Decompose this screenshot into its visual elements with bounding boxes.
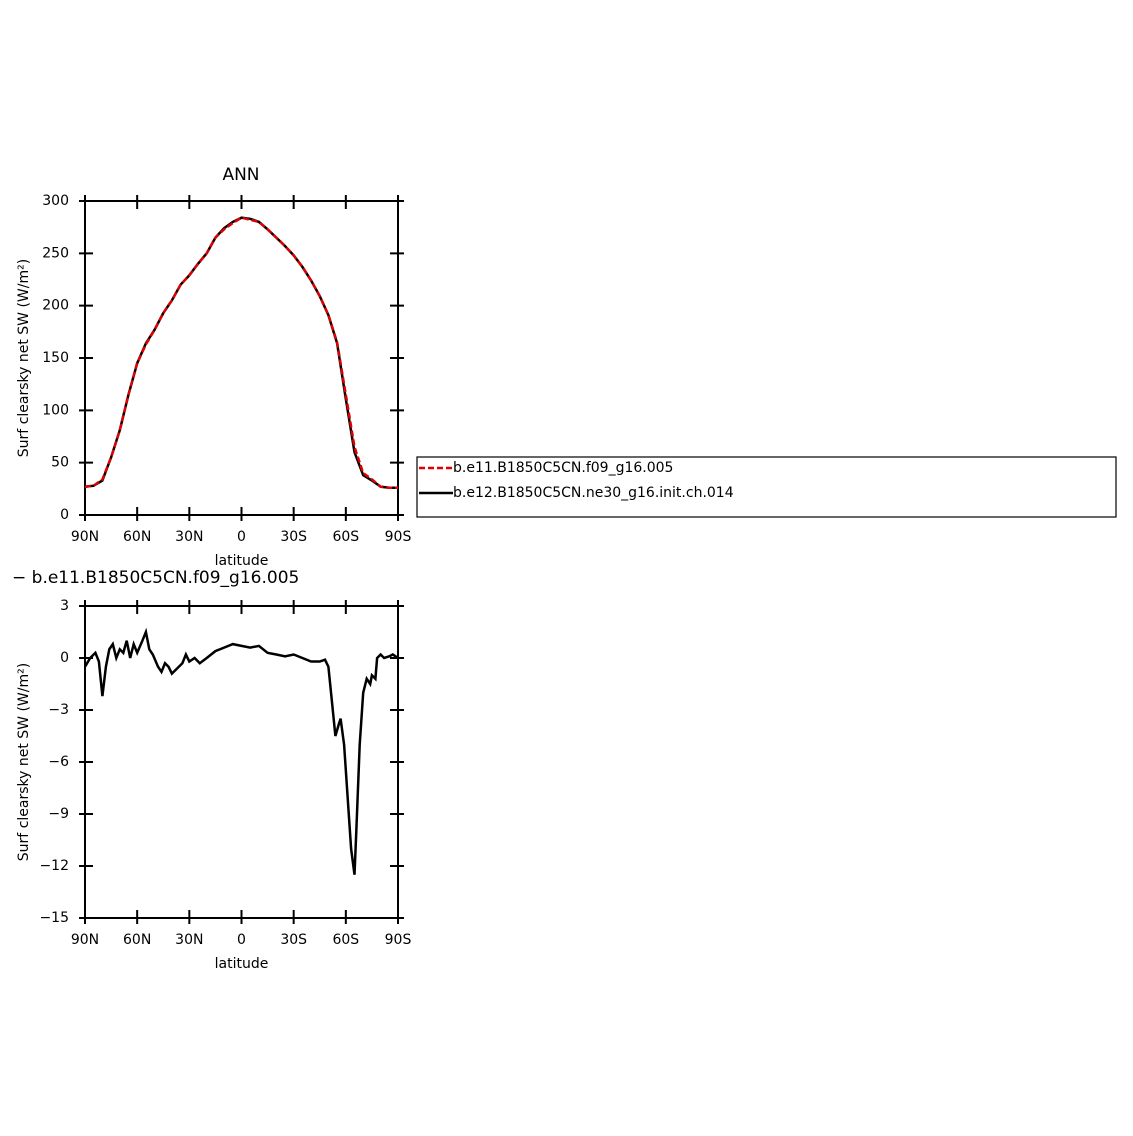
y-tick-label: 150 — [42, 350, 69, 366]
x-tick-label: 60N — [123, 932, 151, 948]
x-tick-label: 30S — [280, 932, 307, 948]
plot-frame — [84, 200, 399, 516]
y-tick-label: −3 — [48, 702, 69, 718]
chart-title: ANN — [222, 165, 259, 185]
legend-box — [416, 456, 1117, 518]
y-tick-label: 100 — [42, 402, 69, 418]
x-tick-label: 60N — [123, 529, 151, 545]
y-tick-label: 250 — [42, 245, 69, 261]
legend-label: b.e11.B1850C5CN.f09_g16.005 — [453, 460, 673, 476]
y-tick-label: 50 — [51, 455, 69, 471]
data-line — [83, 627, 399, 875]
x-tick-label: 60S — [332, 529, 359, 545]
x-tick-label: 30N — [175, 529, 203, 545]
x-axis-label: latitude — [215, 553, 269, 569]
y-tick-label: 200 — [42, 298, 69, 314]
y-tick-label: −12 — [39, 858, 69, 874]
x-tick-label: 0 — [237, 529, 246, 545]
chart-title: − b.e11.B1850C5CN.f09_g16.005 — [12, 568, 299, 588]
y-axis-label: Surf clearsky net SW (W/m²) — [16, 663, 32, 861]
x-tick-label: 90S — [385, 932, 412, 948]
x-tick-label: 90N — [71, 932, 99, 948]
x-axis-label: latitude — [215, 956, 269, 972]
x-tick-label: 30N — [175, 932, 203, 948]
y-axis-label: Surf clearsky net SW (W/m²) — [16, 259, 32, 457]
series-line — [84, 216, 398, 490]
y-tick-label: −15 — [39, 910, 69, 926]
y-tick-label: 0 — [60, 507, 69, 523]
legend-label: b.e12.B1850C5CN.ne30_g16.init.ch.014 — [453, 485, 734, 501]
x-tick-label: 90N — [71, 529, 99, 545]
x-tick-label: 30S — [280, 529, 307, 545]
y-tick-label: 0 — [60, 650, 69, 666]
y-tick-label: 3 — [60, 598, 69, 614]
series-line — [84, 216, 398, 490]
x-tick-label: 0 — [237, 932, 246, 948]
x-tick-label: 60S — [332, 932, 359, 948]
x-tick-label: 90S — [385, 529, 412, 545]
y-tick-label: −9 — [48, 806, 69, 822]
y-tick-label: 300 — [42, 193, 69, 209]
y-tick-label: −6 — [48, 754, 69, 770]
